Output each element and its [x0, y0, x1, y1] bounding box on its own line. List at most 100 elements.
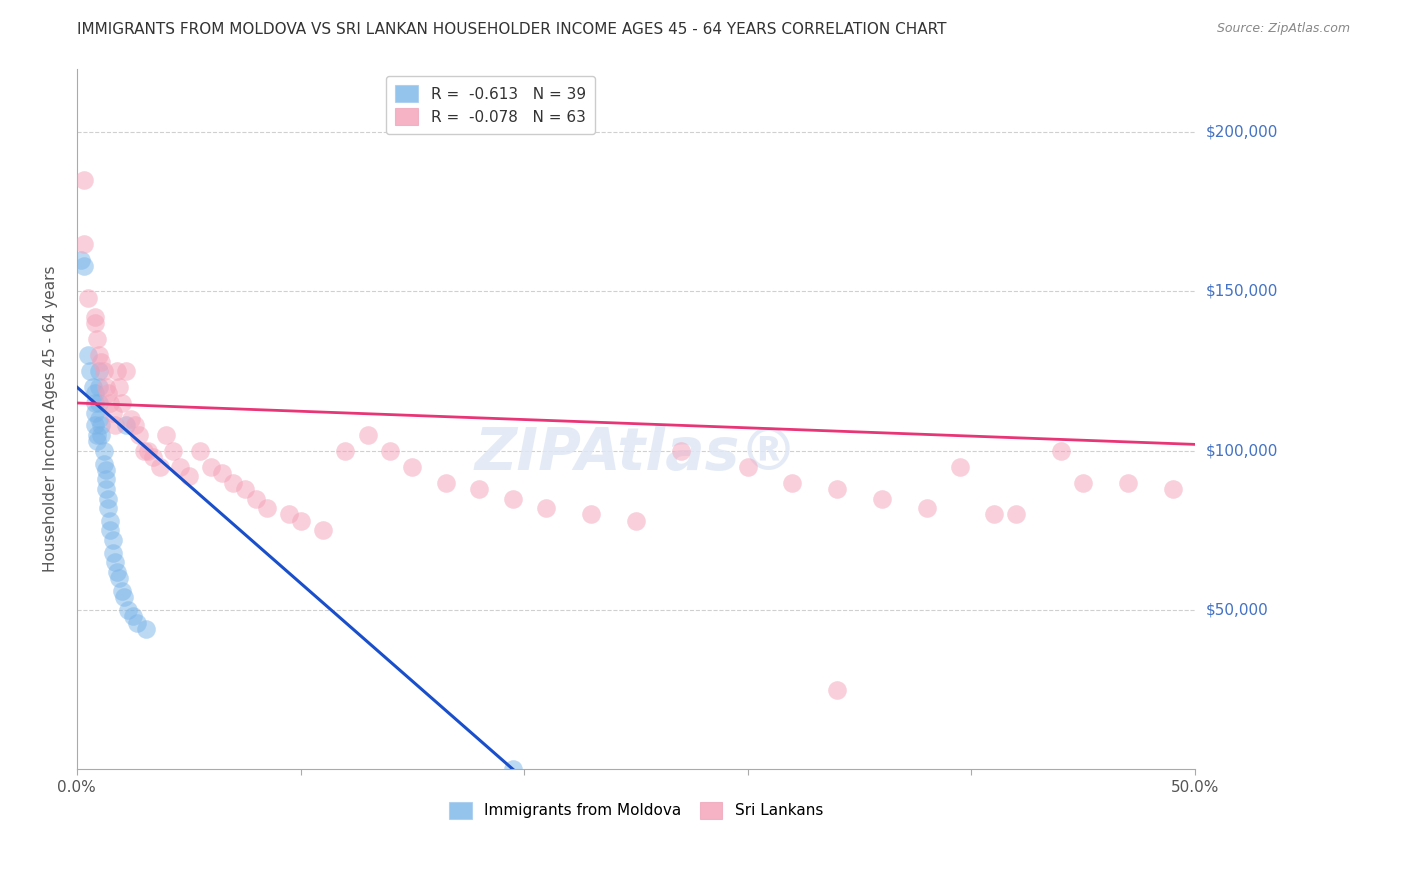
- Point: [115, 418, 138, 433]
- Point: [142, 450, 165, 464]
- Point: [121, 609, 143, 624]
- Point: [135, 622, 157, 636]
- Y-axis label: Householder Income Ages 45 - 64 years: Householder Income Ages 45 - 64 years: [44, 266, 58, 572]
- Point: [112, 591, 135, 605]
- Point: [581, 508, 603, 522]
- Point: [72, 236, 94, 251]
- Point: [108, 571, 131, 585]
- Point: [83, 405, 105, 419]
- Point: [93, 443, 115, 458]
- Point: [128, 427, 150, 442]
- Point: [233, 482, 256, 496]
- Point: [782, 475, 804, 490]
- Point: [915, 501, 938, 516]
- Point: [90, 427, 112, 442]
- Text: $150,000: $150,000: [1206, 284, 1278, 299]
- Point: [211, 466, 233, 480]
- Point: [949, 459, 972, 474]
- Point: [100, 524, 122, 538]
- Point: [101, 405, 124, 419]
- Point: [312, 524, 335, 538]
- Point: [115, 364, 138, 378]
- Point: [89, 364, 111, 378]
- Point: [177, 469, 200, 483]
- Point: [290, 514, 312, 528]
- Point: [256, 501, 278, 516]
- Point: [89, 380, 111, 394]
- Point: [162, 443, 184, 458]
- Point: [356, 427, 378, 442]
- Point: [83, 310, 105, 324]
- Point: [97, 491, 120, 506]
- Point: [94, 380, 117, 394]
- Point: [77, 291, 100, 305]
- Text: $100,000: $100,000: [1206, 443, 1278, 458]
- Point: [132, 443, 155, 458]
- Point: [77, 348, 100, 362]
- Point: [169, 459, 191, 474]
- Point: [83, 386, 105, 401]
- Point: [105, 565, 128, 579]
- Point: [104, 418, 127, 433]
- Point: [378, 443, 401, 458]
- Point: [89, 412, 111, 426]
- Point: [94, 463, 117, 477]
- Point: [222, 475, 245, 490]
- Point: [90, 418, 112, 433]
- Point: [1071, 475, 1094, 490]
- Point: [825, 682, 848, 697]
- Point: [502, 762, 524, 776]
- Point: [200, 459, 222, 474]
- Point: [72, 259, 94, 273]
- Point: [97, 386, 120, 401]
- Point: [104, 555, 127, 569]
- Text: Source: ZipAtlas.com: Source: ZipAtlas.com: [1216, 22, 1350, 36]
- Point: [1116, 475, 1139, 490]
- Point: [86, 434, 108, 449]
- Point: [335, 443, 357, 458]
- Point: [110, 396, 132, 410]
- Point: [124, 418, 146, 433]
- Point: [101, 533, 124, 547]
- Point: [101, 546, 124, 560]
- Point: [86, 427, 108, 442]
- Point: [149, 459, 172, 474]
- Point: [93, 457, 115, 471]
- Point: [468, 482, 491, 496]
- Point: [89, 396, 111, 410]
- Point: [624, 514, 647, 528]
- Text: $50,000: $50,000: [1206, 602, 1268, 617]
- Point: [1005, 508, 1028, 522]
- Point: [94, 472, 117, 486]
- Point: [1050, 443, 1073, 458]
- Point: [825, 482, 848, 496]
- Point: [120, 412, 142, 426]
- Text: IMMIGRANTS FROM MOLDOVA VS SRI LANKAN HOUSEHOLDER INCOME AGES 45 - 64 YEARS CORR: IMMIGRANTS FROM MOLDOVA VS SRI LANKAN HO…: [77, 22, 946, 37]
- Point: [737, 459, 759, 474]
- Point: [110, 583, 132, 598]
- Point: [72, 173, 94, 187]
- Point: [127, 615, 149, 630]
- Point: [536, 501, 558, 516]
- Text: $200,000: $200,000: [1206, 125, 1278, 140]
- Point: [97, 501, 120, 516]
- Point: [83, 317, 105, 331]
- Point: [108, 380, 131, 394]
- Point: [983, 508, 1005, 522]
- Text: ZIPAtlas®: ZIPAtlas®: [474, 425, 797, 483]
- Point: [870, 491, 893, 506]
- Point: [100, 514, 122, 528]
- Point: [502, 491, 524, 506]
- Point: [94, 482, 117, 496]
- Point: [155, 427, 177, 442]
- Point: [1161, 482, 1184, 496]
- Point: [105, 364, 128, 378]
- Point: [401, 459, 423, 474]
- Point: [434, 475, 457, 490]
- Point: [82, 380, 104, 394]
- Point: [86, 332, 108, 346]
- Point: [89, 348, 111, 362]
- Point: [83, 396, 105, 410]
- Point: [79, 364, 101, 378]
- Legend: Immigrants from Moldova, Sri Lankans: Immigrants from Moldova, Sri Lankans: [443, 796, 830, 825]
